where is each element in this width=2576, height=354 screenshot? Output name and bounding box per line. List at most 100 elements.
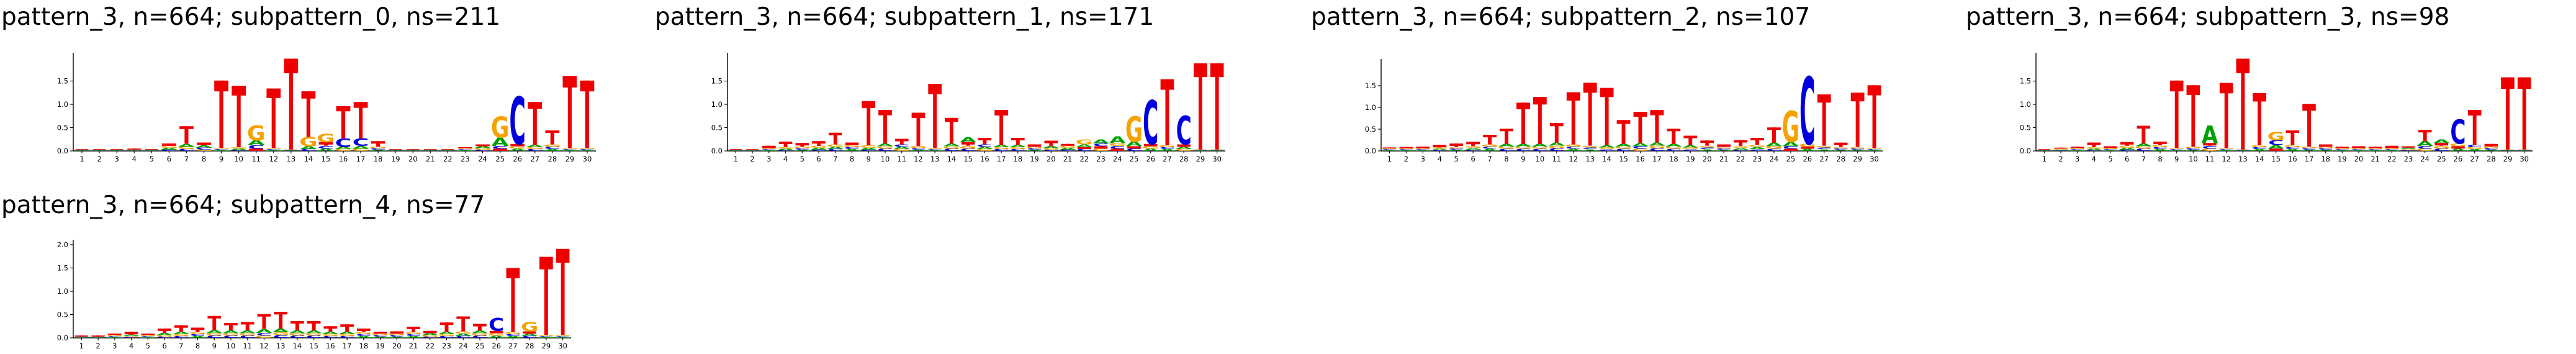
- logo-letter-A: A: [2086, 148, 2102, 151]
- logo-letter-A: A: [239, 330, 256, 334]
- logo-letter-C: C: [230, 150, 246, 151]
- x-tick-label: 27: [1819, 155, 1829, 163]
- logo-letter-C: [145, 150, 158, 151]
- logo-letter-C: C: [2484, 148, 2499, 150]
- x-tick-label: 1: [1387, 155, 1392, 163]
- x-tick-label: 3: [767, 155, 771, 163]
- logo-letter-T: [2137, 125, 2151, 143]
- x-tick-label: 23: [1753, 155, 1762, 163]
- logo-letter-C: C: [289, 335, 305, 338]
- logo-letter-G: G: [405, 332, 422, 335]
- logo-letter-T: [174, 325, 188, 332]
- logo-letter-G: G: [369, 147, 387, 149]
- logo-letter-T: [894, 138, 909, 145]
- logo-letter-T: [1210, 63, 1224, 150]
- x-tick-label: 15: [963, 155, 973, 163]
- logo-panel-1: pattern_3, n=664; subpattern_1, ns=171 0.…: [655, 3, 1225, 163]
- x-tick-label: 4: [132, 155, 137, 163]
- logo-letter-C: C: [2069, 149, 2085, 150]
- logo-letter-T: [456, 316, 471, 332]
- logo-letter-T: [1616, 120, 1631, 144]
- logo-letter-T: [2087, 142, 2101, 147]
- logo-letter-T: [1077, 147, 1091, 149]
- y-tick-label: 0.5: [57, 124, 68, 132]
- logo-letter-C: C: [562, 149, 578, 150]
- x-tick-label: 24: [1113, 155, 1122, 163]
- logo-letter-G: G: [2069, 148, 2086, 149]
- logo-letter-T: [2203, 143, 2217, 146]
- logo-letter-A: [406, 150, 420, 151]
- logo-letter-A: A: [369, 149, 387, 152]
- logo-letter-C: C: [1076, 148, 1092, 152]
- x-tick-label: 11: [1552, 155, 1561, 163]
- logo-letter-C: C: [1110, 145, 1125, 150]
- logo-letter-A: A: [1799, 148, 1816, 152]
- logo-letter-A: A: [1448, 149, 1465, 151]
- logo-letter-G: G: [1125, 110, 1143, 150]
- logo-letter-A: A: [1632, 142, 1649, 147]
- logo-letter-G: G: [1042, 148, 1060, 150]
- x-tick-label: 4: [783, 155, 788, 163]
- y-tick-label: 2.0: [57, 240, 68, 249]
- logo-letter-G: G: [1109, 142, 1126, 147]
- logo-letter-C: C: [372, 335, 388, 337]
- logo-letter-T: [284, 58, 299, 150]
- logo-letter-G: G: [222, 332, 240, 336]
- logo-letter-G: G: [317, 131, 335, 145]
- logo-letter-G: G: [1009, 147, 1027, 150]
- x-tick-label: 14: [947, 155, 957, 163]
- x-tick-label: 26: [2454, 155, 2463, 163]
- logo-letter-A: A: [438, 331, 455, 335]
- logo-letter-G: G: [1175, 148, 1192, 152]
- logo-letter-A: A: [372, 336, 389, 338]
- logo-letter-T: [562, 76, 577, 148]
- x-tick-label: 20: [1703, 155, 1712, 163]
- logo-letter-A: A: [305, 330, 322, 334]
- logo-letter-G: G: [1431, 147, 1448, 149]
- logo-letter-C: C: [1716, 148, 1731, 150]
- logo-letter-G: G: [926, 148, 943, 149]
- logo-panel-2: pattern_3, n=664; subpattern_2, ns=107 0.…: [1311, 3, 1883, 166]
- logo-letter-C: C: [213, 149, 229, 150]
- logo-letter-A: [127, 150, 141, 151]
- x-tick-label: 7: [1487, 155, 1492, 163]
- logo-letter-G: G: [139, 335, 156, 336]
- x-tick-label: 25: [475, 342, 485, 350]
- logo-letter-T: [357, 329, 371, 332]
- x-tick-label: 29: [2503, 155, 2513, 163]
- logo-letter-T: [2236, 58, 2250, 150]
- logo-letter-T: [441, 149, 454, 150]
- x-tick-label: 18: [374, 155, 383, 163]
- logo-letter-C: C: [2152, 147, 2168, 150]
- x-tick-label: 11: [2205, 155, 2215, 163]
- logo-letter-A: A: [196, 145, 213, 148]
- logo-letter-T: [2385, 145, 2399, 148]
- logo-letter-G: G: [810, 145, 827, 148]
- logo-letter-T: [556, 248, 570, 335]
- x-tick-label: 29: [1196, 155, 1205, 163]
- logo-letter-C: C: [156, 336, 172, 338]
- logo-letter-T: [812, 141, 826, 146]
- logo-letter-A: A: [1782, 140, 1799, 147]
- logo-letter-G: G: [421, 335, 439, 337]
- logo-letter-T: [1143, 143, 1158, 147]
- x-tick-label: 24: [2420, 155, 2430, 163]
- x-tick-label: 9: [1521, 155, 1525, 163]
- logo-letter-A: [92, 150, 106, 151]
- logo-letter-G: G: [1548, 145, 1565, 149]
- logo-letter-G: G: [471, 332, 489, 336]
- x-tick-label: 17: [2305, 155, 2314, 163]
- logo-letter-C: C: [2351, 149, 2366, 150]
- logo-letter-T: [108, 334, 122, 335]
- logo-letter-G: G: [2251, 145, 2268, 148]
- y-tick-label: 1.0: [711, 100, 723, 109]
- logo-letter-G: G: [1631, 148, 1649, 152]
- logo-letter-A: A: [230, 148, 248, 151]
- logo-letter-G: G: [2433, 145, 2450, 149]
- logo-letter-G: G: [289, 332, 306, 336]
- logo-letter-T: [1110, 148, 1125, 151]
- logo-letter-A: A: [844, 148, 860, 152]
- logo-letter-C: C: [2301, 148, 2317, 150]
- logo-letter-A: A: [1682, 145, 1699, 148]
- logo-letter-T: [795, 143, 809, 147]
